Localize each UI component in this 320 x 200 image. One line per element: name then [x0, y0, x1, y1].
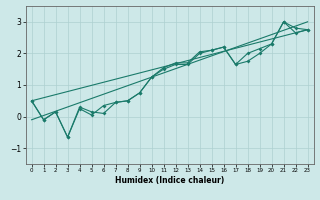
- X-axis label: Humidex (Indice chaleur): Humidex (Indice chaleur): [115, 176, 224, 185]
